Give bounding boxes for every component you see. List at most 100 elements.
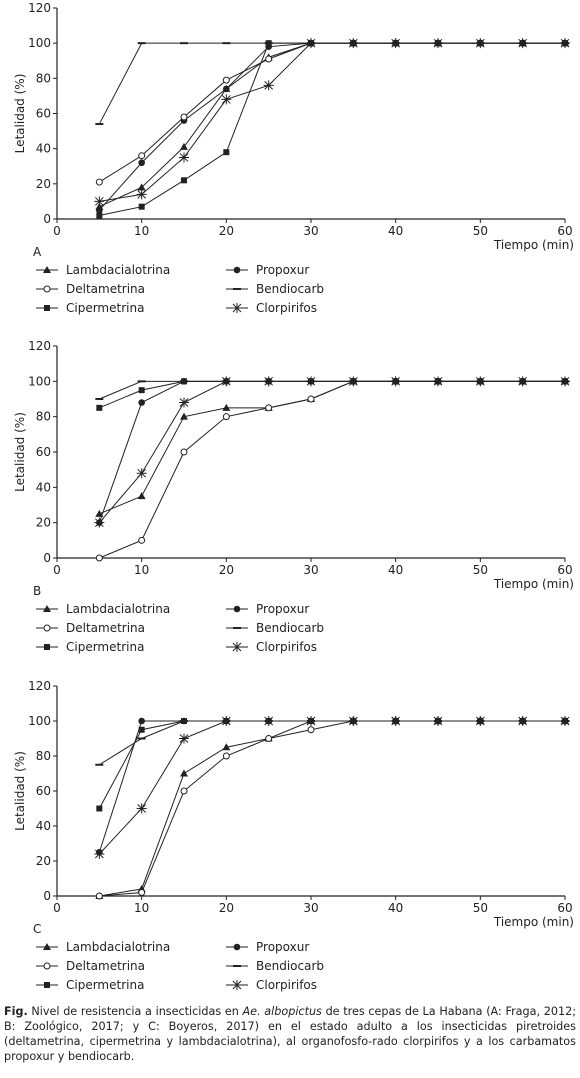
panel-a-series-lambdacialotrina-point [137,183,146,191]
panel-c-y-axis-label: Letalidad (%) [13,751,27,831]
panel-c-series-clorpirifos-point [263,716,274,726]
panel-a-legend-entry: Deltametrina [36,282,145,296]
panel-b-series-clorpirifos-point [306,376,316,387]
panel-b-legend-entry: Deltametrina [36,621,145,635]
panel-a-x-tick-label: 60 [557,224,572,238]
panel-c-legend-entry: Lambdacialotrina [36,940,170,954]
caption-lead: Fig. [4,1005,28,1018]
panel-b-series-clorpirifos-point [517,376,528,387]
panel-a-x-axis-label: Tiempo (min) [493,238,574,252]
panel-b-series-propoxur [96,378,569,526]
panel-a-legend-entry-marker [233,266,241,274]
panel-b-x-axis-label: Tiempo (min) [493,577,574,591]
panel-a-series-clorpirifos-line [99,42,565,202]
panel-c-series-clorpirifos-point [179,733,189,744]
panel-c-series-propoxur-line [98,720,565,853]
panel-a-y-tick-label: 60 [36,107,51,121]
panel-a-series-propoxur-point [223,85,230,93]
panel-c-series-deltametrina [95,717,569,900]
panel-b-legend-entry-marker [232,642,242,652]
panel-a-legend-entry-label: Propoxur [256,263,309,277]
panel-b-series-deltametrina-point [180,448,188,456]
panel-b-series-clorpirifos-point [136,468,147,479]
panel-b-series-clorpirifos-point [179,397,189,408]
panel-c-series-deltametrina-point [222,752,230,760]
panel-b-series-deltametrina-line [99,380,565,559]
panel-a-series-clorpirifos-point [221,94,232,105]
panel-b-series-clorpirifos-point [221,376,232,387]
panel-c-y-tick-label: 80 [36,749,51,763]
panel-a-y-tick-label: 80 [36,71,51,85]
panel-c-series-clorpirifos-point [221,716,232,726]
panel-c-legend-entry-marker [233,943,241,951]
panel-b-x-tick-label: 20 [219,563,234,577]
panel-b-series-cipermetrina-point [181,378,187,385]
panel-c-series-clorpirifos-point [433,716,443,726]
panel-c-legend-entry-label: Bendiocarb [256,959,324,973]
panel-c-y-tick-label: 0 [43,889,51,903]
panel-a-x-tick-label: 10 [134,224,149,238]
panel-a-series-lambdacialotrina [95,39,569,210]
panel-a-x-tick-label: 40 [388,224,403,238]
panel-b-series-deltametrina-point [265,404,273,412]
panel-c-legend-entry: Clorpirifos [226,978,317,992]
panel-c-series-deltametrina-point [307,726,315,734]
panel-a-legend-entry: Cipermetrina [36,301,144,315]
panel-b-legend-entry: Bendiocarb [226,621,324,635]
panel-b-y-tick-label: 0 [43,551,51,565]
panel-a-series-cipermetrina-point [138,203,145,210]
panel-c-x-tick-label: 10 [134,901,149,915]
panel-c-series-deltametrina-point [180,787,188,795]
panel-c-series-propoxur [96,717,569,856]
panel-c-series-deltametrina-point [265,735,273,742]
panel-a-series-bendiocarb-line [98,42,565,125]
panel-b-legend-entry: Clorpirifos [226,640,317,654]
panel-a-series-cipermetrina-line [99,42,565,216]
panel-c-series-propoxur-point [138,717,145,725]
panel-b-series-deltametrina-point [95,554,103,562]
caption-species: Ae. albopictus [242,1005,322,1018]
panel-a-legend-entry-marker [43,266,51,273]
panel-c-y-tick-label: 40 [36,819,51,833]
panel-a-legend-entry-marker [43,285,51,293]
panel-c-series-clorpirifos [94,716,570,859]
panel-b-y-axis-label: Letalidad (%) [13,412,27,492]
panel-b-series-deltametrina-point [307,395,315,403]
panel-c-x-tick-label: 0 [53,901,61,915]
panel-c-series-cipermetrina-point [96,805,103,812]
panel-b-series-deltametrina [95,377,569,562]
panel-a-y-axis-label: Letalidad (%) [13,74,27,154]
panel-a-series-clorpirifos-point [94,196,105,207]
panel-c-series-clorpirifos-point [475,716,486,726]
panel-a-series-propoxur-point [96,206,103,214]
panel-a-series-clorpirifos-point [517,38,528,49]
panel-a-x-tick-label: 0 [53,224,61,238]
panel-a-y-tick-label: 40 [36,142,51,156]
panel-c-series-clorpirifos-point [306,716,316,726]
panel-c-series-clorpirifos-point [517,716,528,726]
panel-b-legend-entry-label: Clorpirifos [256,640,317,654]
panel-b-y-tick-label: 80 [36,410,51,424]
panel-a-series-clorpirifos-point [475,38,486,49]
panel-c-legend-entry: Cipermetrina [36,978,144,992]
caption-part2: de tres cepas de La Habana (A: Fraga, 20… [4,1005,576,1063]
panel-b-legend-entry: Lambdacialotrina [36,602,170,616]
panel-c-series-deltametrina-point [95,892,103,900]
panel-c-y-tick-label: 20 [36,854,51,868]
panel-a-legend-entry: Clorpirifos [226,301,317,315]
panel-b-series-clorpirifos-point [433,376,443,387]
panel-b-legend-entry-marker [43,624,51,632]
panel-c-series-lambdacialotrina-line [99,720,565,897]
panel-c-legend-entry-label: Deltametrina [66,959,145,973]
panel-c-legend: Lambdacialotrina Propoxur Deltametrina Bend… [36,940,324,992]
panel-a-series-deltametrina-point [95,178,103,186]
panel-c-series-cipermetrina [96,718,568,812]
panel-c-series-lambdacialotrina [95,717,569,899]
panel-c-x-tick-label: 50 [473,901,488,915]
panel-c-x-tick-label: 40 [388,901,403,915]
panel-a-series-propoxur-point [138,159,145,167]
panel-a-legend-entry-marker [44,305,50,311]
panel-b-legend-entry-label: Bendiocarb [256,621,324,635]
panel-b-legend-entry-marker [233,605,241,613]
panel-c-series-cipermetrina-line [98,720,565,809]
